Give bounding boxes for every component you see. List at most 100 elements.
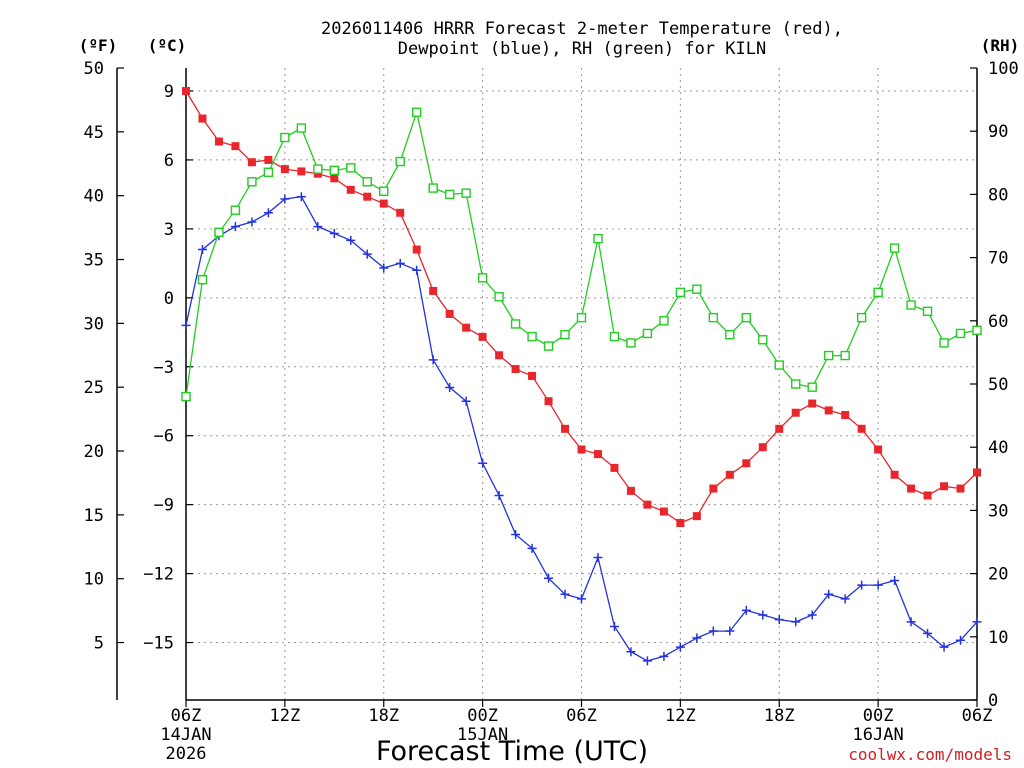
dewpoint-point	[478, 458, 488, 468]
rh-point	[972, 325, 982, 335]
rh-point	[296, 123, 307, 133]
rh-point	[247, 177, 257, 187]
rh-point	[675, 287, 686, 298]
rh-point	[379, 186, 389, 196]
2-meter-temperature-point	[429, 286, 438, 295]
x-tick-label: 12Z	[270, 706, 301, 726]
2-meter-temperature-point	[511, 365, 520, 374]
rh-point	[428, 183, 438, 193]
fahrenheit-unit-label: (ºF)	[79, 36, 118, 55]
2-meter-temperature-point	[561, 424, 570, 433]
dewpoint-point	[395, 258, 405, 268]
rh-tick-label: 0	[988, 691, 998, 711]
2-meter-temperature-point	[725, 470, 734, 479]
rh-point	[510, 319, 521, 329]
2-meter-temperature-point	[808, 399, 817, 408]
rh-tick-label: 30	[988, 501, 1008, 521]
rh-tick-label: 100	[988, 59, 1019, 79]
fahrenheit-tick-label: 45	[84, 123, 104, 143]
dewpoint-point	[741, 605, 751, 615]
x-tick-date: 15JAN	[457, 725, 508, 745]
rh-point	[230, 205, 241, 215]
rh-point	[494, 292, 504, 302]
rh-point	[461, 188, 471, 198]
dewpoint-point	[659, 651, 669, 661]
rh-point	[362, 177, 372, 187]
rh-point	[840, 350, 850, 361]
rh-tick-label: 60	[988, 312, 1008, 332]
dewpoint-point	[923, 628, 933, 638]
rh-point	[280, 132, 290, 143]
2-meter-temperature-point	[775, 424, 784, 433]
2-meter-temperature-point	[280, 165, 289, 174]
chart-title-line-1: 2026011406 HRRR Forecast 2-meter Tempera…	[321, 19, 843, 39]
rh-point	[626, 338, 636, 348]
rh-point	[906, 300, 916, 310]
dewpoint-point	[824, 589, 834, 599]
2-meter-temperature-point	[593, 450, 602, 459]
rh-point	[741, 312, 751, 323]
rh-point	[527, 331, 537, 342]
dewpoint-point	[708, 626, 718, 636]
2-meter-temperature-point	[791, 408, 800, 417]
x-tick-date: 14JAN	[160, 725, 211, 745]
rh-point	[856, 312, 867, 323]
dewpoint-point	[873, 580, 883, 590]
2-meter-temperature-point	[214, 137, 223, 146]
rh-point	[725, 330, 735, 340]
rh-point	[329, 165, 340, 176]
dewpoint-point	[379, 263, 389, 273]
x-tick-label: 00Z	[863, 706, 894, 726]
dewpoint-point	[939, 642, 949, 652]
rh-point	[477, 273, 488, 283]
fahrenheit-tick-label: 10	[84, 570, 104, 590]
fahrenheit-tick-label: 25	[84, 378, 104, 398]
celsius-tick-label: −9	[154, 496, 174, 516]
rh-point	[593, 233, 603, 244]
rh-point	[395, 156, 405, 167]
rh-point	[692, 284, 702, 294]
dewpoint-point	[544, 573, 554, 583]
dewpoint-point	[857, 580, 867, 590]
rh-point	[576, 312, 587, 323]
2-meter-temperature-point	[182, 86, 190, 95]
dewpoint-point	[428, 355, 438, 365]
rh-point	[346, 163, 356, 173]
rh-point	[543, 341, 554, 351]
rh-tick-label: 50	[988, 375, 1008, 395]
fahrenheit-tick-label: 15	[84, 506, 104, 526]
2-meter-temperature-point	[577, 445, 586, 454]
2-meter-temperature-point	[676, 519, 685, 528]
rh-point	[214, 227, 224, 238]
dewpoint-point	[445, 382, 455, 392]
chart-title-line-2: Dewpoint (blue), RH (green) for KILN	[398, 39, 766, 59]
2-meter-temperature-point	[231, 142, 240, 151]
celsius-tick-label: 0	[164, 289, 174, 309]
2-meter-temperature-point	[544, 397, 553, 406]
dewpoint-point	[494, 490, 504, 500]
dewpoint-point	[511, 530, 521, 540]
2-meter-temperature-point	[495, 351, 504, 360]
dewpoint-point	[725, 626, 735, 636]
2-meter-temperature-point	[247, 158, 256, 167]
2-meter-temperature-point	[330, 174, 339, 183]
rh-unit-label: (RH)	[981, 36, 1020, 55]
2-meter-temperature-point	[462, 323, 471, 332]
dewpoint-point	[972, 617, 982, 627]
dewpoint-point	[280, 194, 290, 204]
celsius-tick-label: −12	[143, 565, 174, 585]
2-meter-temperature-point	[692, 512, 701, 521]
rh-point	[807, 382, 817, 392]
rh-tick-label: 20	[988, 565, 1008, 585]
dewpoint-point	[313, 222, 323, 232]
gridlines	[186, 68, 977, 700]
2-meter-temperature-point	[412, 245, 421, 254]
dewpoint-point	[642, 656, 652, 666]
dewpoint-point	[560, 589, 570, 599]
credit-text: coolwx.com/models	[848, 745, 1012, 764]
rh-point	[197, 275, 208, 285]
rh-point	[263, 167, 274, 177]
rh-point	[444, 189, 455, 200]
rh-point	[791, 379, 801, 389]
2-meter-temperature-point	[758, 443, 767, 452]
